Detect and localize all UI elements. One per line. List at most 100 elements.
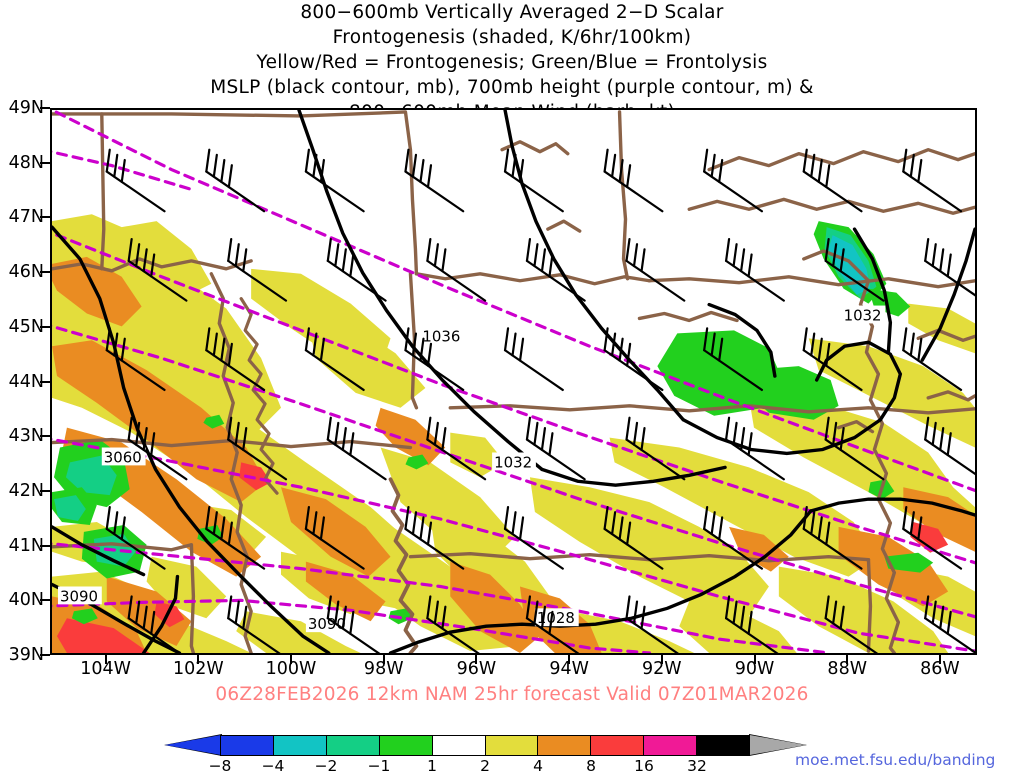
wind-barb-flag xyxy=(127,416,133,441)
wind-barb-flag xyxy=(525,416,532,441)
height-contours-700mb xyxy=(52,110,975,653)
wind-barb-flag xyxy=(220,516,226,541)
wind-barb-flag xyxy=(533,421,539,446)
wind-barb-flag xyxy=(503,148,510,173)
wind-barb-staff xyxy=(503,527,564,570)
wind-barb-staff xyxy=(703,349,764,392)
colorbar[interactable]: −8 −4 −2 −1 1 2 4 8 16 32 xyxy=(164,734,865,775)
wind-barb-flag xyxy=(326,595,332,620)
wind-barb-flag xyxy=(909,332,915,357)
wind-barb-staff xyxy=(326,617,381,653)
wind-barb-flag xyxy=(511,511,517,536)
title-line-3: Yellow/Red = Frontogenesis; Green/Blue =… xyxy=(256,52,768,73)
wind-barb-flag xyxy=(718,516,724,541)
map-plot-area[interactable]: 1036 1032 1032 1028 3060 3090 3090 xyxy=(50,108,977,655)
colorbar-segment-4 xyxy=(432,736,486,755)
wind-barb-flag xyxy=(212,511,218,536)
colorbar-segment-5 xyxy=(485,736,539,755)
wind-barb-flag xyxy=(747,253,753,278)
latitude-tick-label-43N: 43N xyxy=(8,426,44,447)
wind-barb-flag xyxy=(227,237,233,262)
wind-barb-flag xyxy=(931,243,937,268)
wind-barb-flag xyxy=(817,337,823,362)
wind-barb-flag xyxy=(334,600,340,625)
wind-barb-flag xyxy=(234,600,240,625)
wind-barb-staff xyxy=(525,438,586,481)
wind-barb-flag xyxy=(227,164,233,189)
wind-barb-flag xyxy=(242,426,248,451)
watermark-link[interactable]: moe.met.fsu.edu/banding xyxy=(795,751,996,769)
longitude-tick-mark xyxy=(197,655,200,664)
wind-barb-flag xyxy=(747,610,753,635)
colorbar-tick-2: 2 xyxy=(480,757,490,775)
latitude-tick-mark xyxy=(40,216,50,219)
wind-barb-flag xyxy=(939,426,945,451)
wind-barb-flag xyxy=(747,432,753,457)
wind-barb-flag xyxy=(120,516,126,541)
wind-barb-staff xyxy=(724,617,779,653)
longitude-tick-mark xyxy=(753,655,756,664)
wind-barb-flag xyxy=(839,426,845,451)
latitude-tick-mark xyxy=(40,544,50,547)
wind-barb-staff xyxy=(724,259,785,302)
wind-barb-staff xyxy=(205,527,266,570)
wind-barb-staff xyxy=(625,438,686,481)
wind-barb-staff xyxy=(205,349,266,392)
wind-barb-flag xyxy=(824,416,830,441)
wind-barb-staff xyxy=(304,349,365,392)
wind-barb-flag xyxy=(902,505,908,531)
wind-barb-staff xyxy=(105,170,166,213)
wind-barb-flag xyxy=(810,511,816,536)
wind-barb-staff xyxy=(326,259,387,302)
latitude-tick-label-41N: 41N xyxy=(8,535,44,556)
wind-barb-flag xyxy=(426,521,433,546)
wind-barb-flag xyxy=(611,511,617,536)
wind-barb-flag xyxy=(349,432,355,457)
wind-barb-flag xyxy=(304,505,310,531)
wind-barb-flag xyxy=(626,342,632,367)
wind-barb-flag xyxy=(618,337,624,362)
longitude-tick-label-88W: 88W xyxy=(827,659,868,679)
colorbar-segment-0 xyxy=(221,736,274,755)
wind-barb-flag xyxy=(433,600,439,625)
wind-barb-flag xyxy=(319,337,325,362)
longitude-tick-label-96W: 96W xyxy=(456,659,497,679)
latitude-tick-mark xyxy=(40,325,50,328)
wind-barb-flag xyxy=(817,516,823,541)
wind-barb-flag xyxy=(135,421,141,446)
wind-barb-staff xyxy=(105,349,166,392)
wind-barb-flag xyxy=(341,605,347,630)
wind-barb-flag xyxy=(404,505,410,531)
longitude-tick-mark xyxy=(938,655,941,664)
wind-barb-flag xyxy=(503,505,510,531)
wind-barb-flag xyxy=(150,253,156,278)
wind-barb-flag xyxy=(404,327,410,352)
wind-barb-flag xyxy=(825,164,831,189)
wind-barb-flag xyxy=(548,610,554,635)
wind-barb-flag xyxy=(234,421,240,446)
wind-barb-flag xyxy=(632,600,639,625)
wind-barb-flag xyxy=(220,337,226,362)
wind-barb-flag xyxy=(724,237,731,262)
latitude-tick-mark xyxy=(40,380,50,383)
wind-barb-staff xyxy=(902,170,963,213)
wind-barb-flag xyxy=(540,248,547,273)
wind-barb-staff xyxy=(304,170,365,213)
wind-barb-flag xyxy=(603,148,609,173)
wind-barb-flag xyxy=(419,158,425,183)
wind-barb-flag xyxy=(732,421,738,446)
wind-barb-flag xyxy=(739,426,746,451)
wind-barb-staff xyxy=(902,349,963,392)
colorbar-under-arrow xyxy=(165,735,221,755)
wind-barb-flag xyxy=(603,505,609,531)
longitude-tick-label-100W: 100W xyxy=(265,659,317,679)
latitude-axis: 49N 48N 47N 46N 45N 44N 43N 42N 41N 40N 39N xyxy=(0,0,50,768)
title-line-2: Frontogenesis (shaded, K/6hr/100km) xyxy=(332,27,692,48)
wind-barb-flag xyxy=(433,421,439,446)
wind-barb-staff xyxy=(902,527,963,570)
wind-barb-flag xyxy=(220,158,226,183)
wind-barb-staff xyxy=(503,170,564,213)
wind-barb-flag xyxy=(334,421,340,446)
wind-barb-staff xyxy=(703,170,764,213)
